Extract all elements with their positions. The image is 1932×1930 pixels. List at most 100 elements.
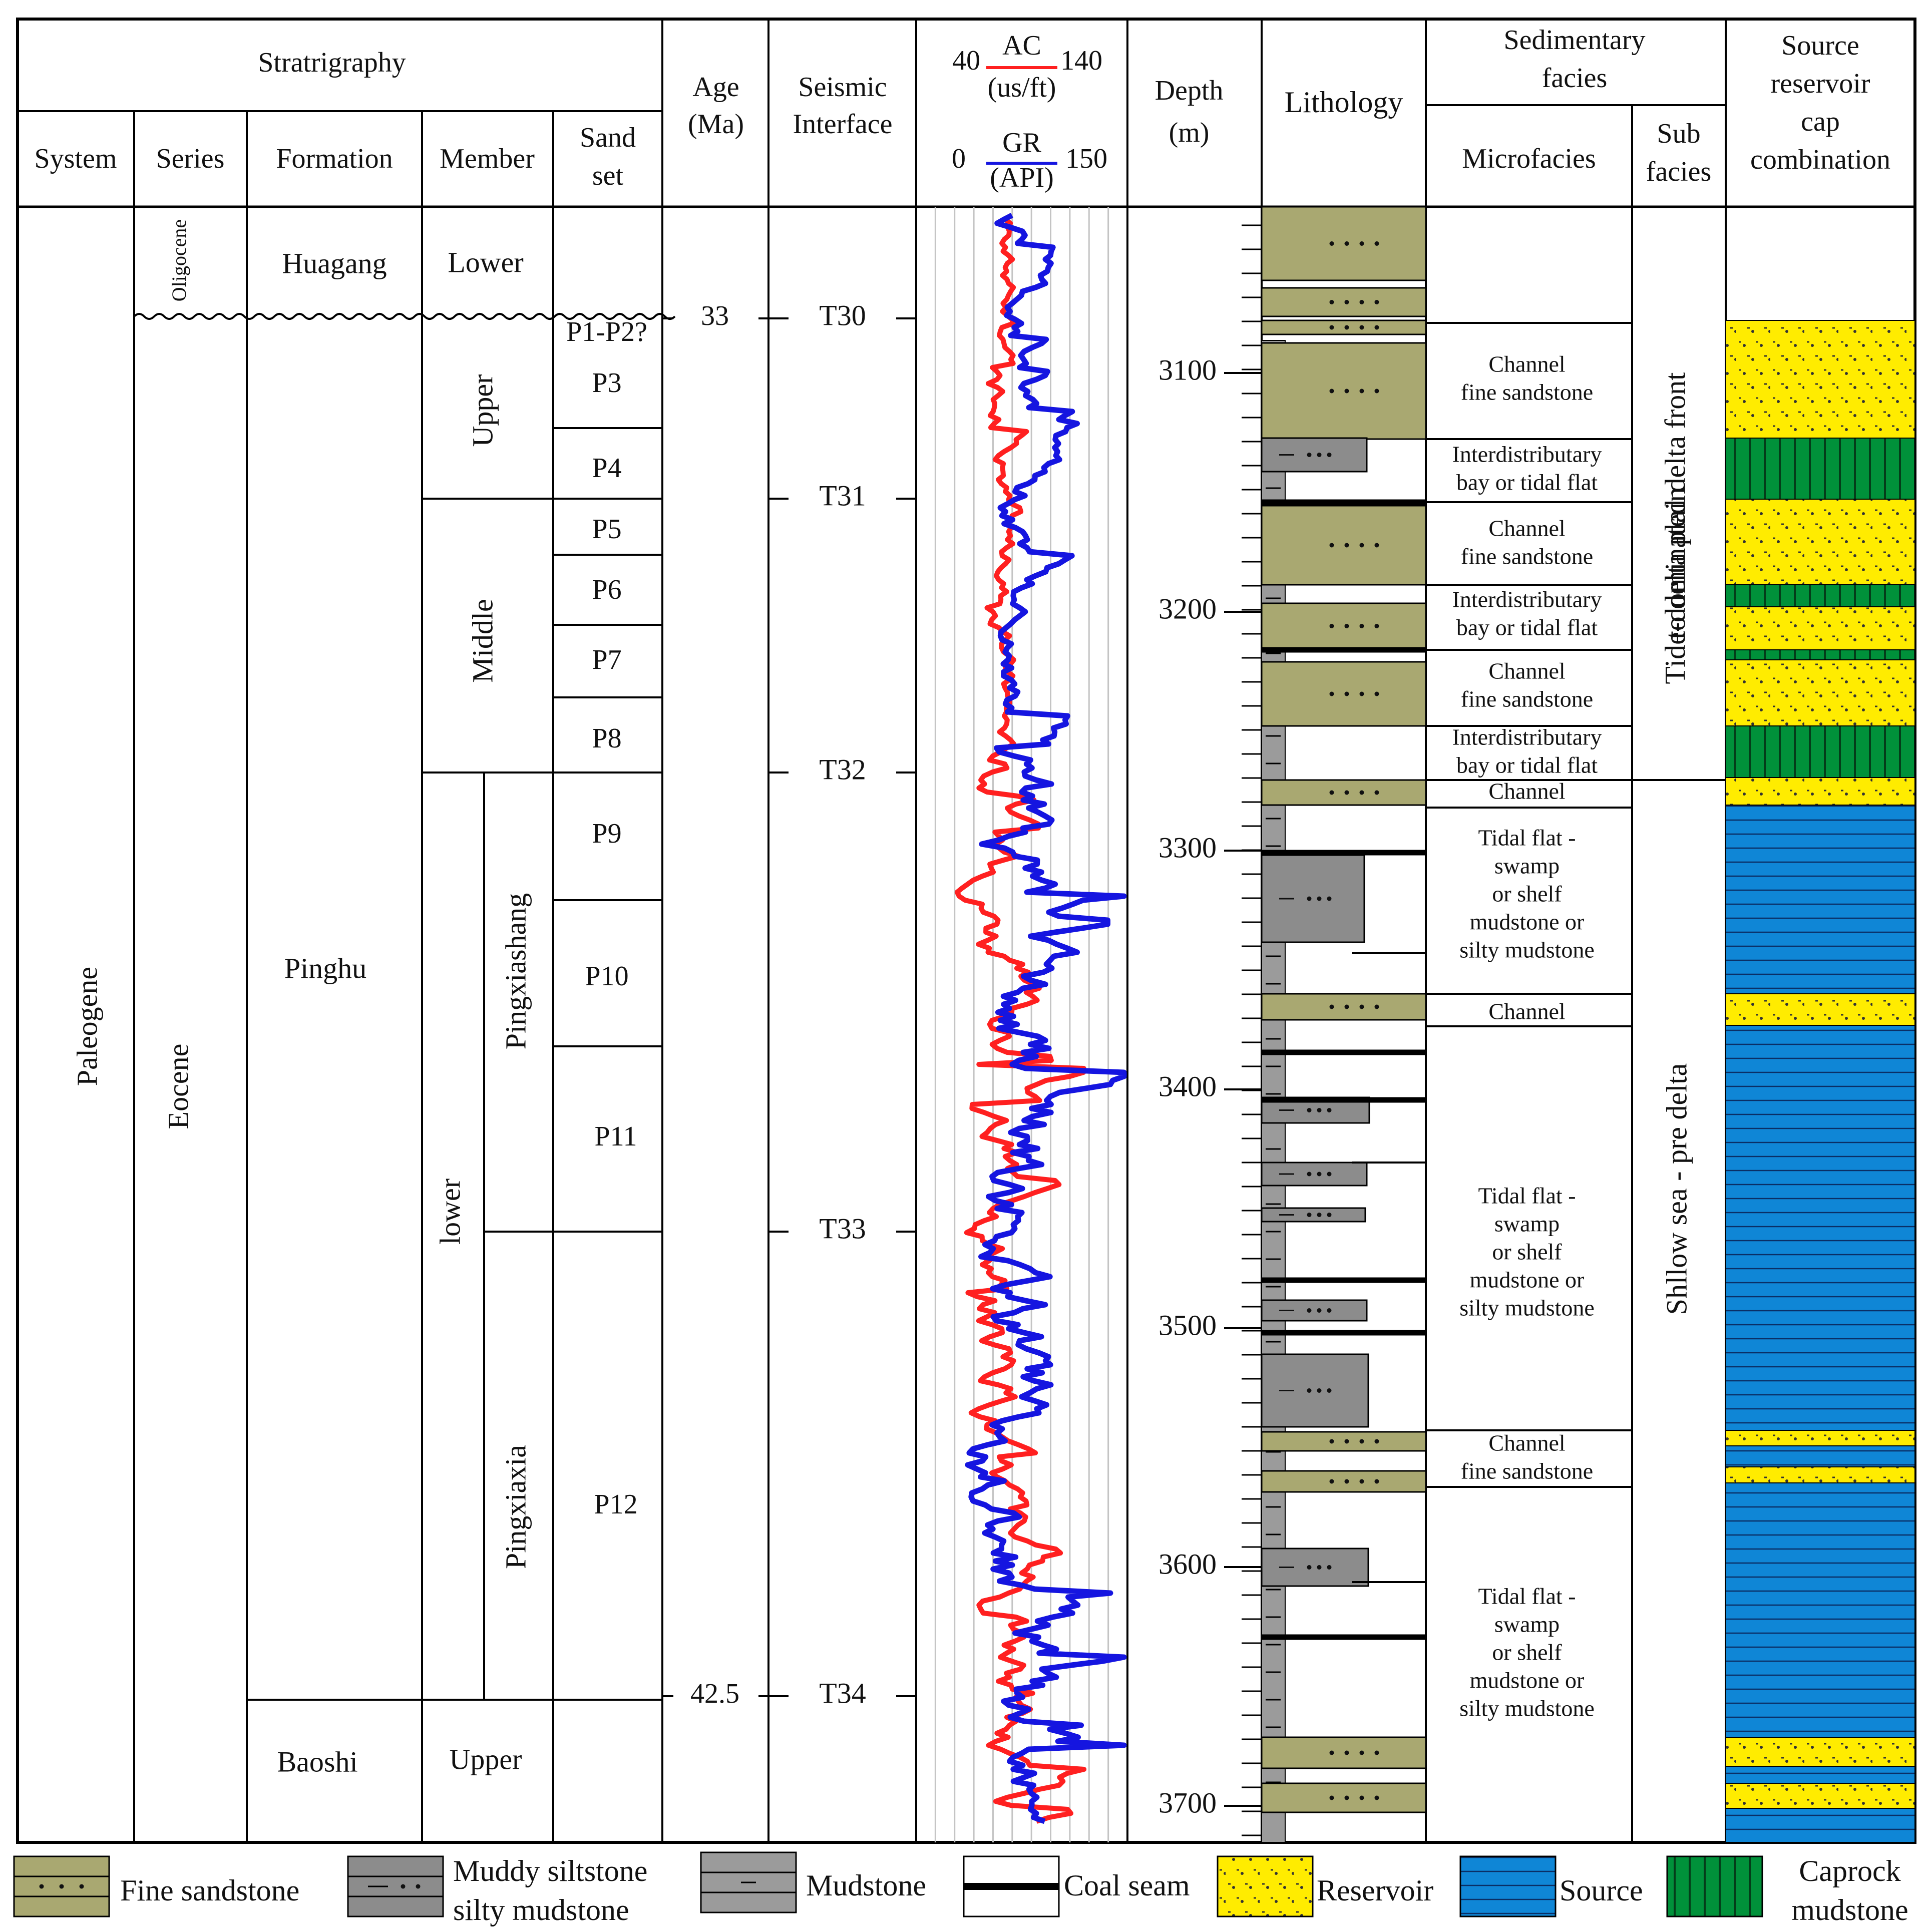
system-paleogene: Paleogene — [71, 967, 103, 1086]
depth-3500: 3500 — [1158, 1309, 1217, 1341]
header-seismic: Interface — [793, 109, 893, 140]
microfacies-12: Tidal flat - — [1478, 1584, 1576, 1609]
header-sand-set: set — [592, 160, 624, 191]
gr-curve-name: GR — [1002, 127, 1041, 158]
lithology-fine-sandstone — [1261, 993, 1427, 1021]
reservoir-interval — [1725, 659, 1915, 726]
sandstone-dot — [1359, 1750, 1364, 1755]
lithology-silt-bar — [1261, 340, 1286, 1843]
sandstone-dot — [1359, 624, 1364, 628]
sandstone-dot — [1344, 1795, 1349, 1800]
siltstone-dot — [1327, 1565, 1332, 1570]
sandstone-dot — [1374, 543, 1379, 548]
subfacies-shallow-sea: Shllow sea - pre delta — [1660, 1063, 1693, 1315]
microfacies-5: fine sandstone — [1461, 686, 1593, 712]
header-seismic: Seismic — [798, 72, 887, 103]
microfacies-8: Tidal flat - — [1478, 825, 1576, 851]
legend-muddy-siltstone-label: Muddy siltstone — [453, 1854, 647, 1887]
siltstone-dot — [1317, 896, 1322, 901]
microfacies-2: Interdistributary — [1452, 442, 1602, 467]
submember-pingxiashang: Pingxiashang — [499, 893, 532, 1050]
ac-curve-name: AC — [1002, 30, 1041, 61]
header-depth: Depth — [1155, 75, 1224, 106]
microfacies-3: Channel — [1488, 516, 1565, 541]
lithology-fine-sandstone — [1261, 319, 1427, 335]
lithology-fine-sandstone — [1261, 287, 1427, 317]
lithology-fine-sandstone — [1261, 206, 1427, 281]
reservoir-interval — [1725, 1466, 1915, 1483]
source-interval — [1725, 1025, 1915, 1431]
header-lithology: Lithology — [1285, 86, 1403, 119]
gr-log-curve — [965, 213, 1127, 1824]
legend-swatch-dot — [401, 1884, 406, 1889]
lithology-muddy-siltstone — [1261, 854, 1365, 943]
reservoir-interval — [1725, 777, 1915, 806]
header-series: Series — [156, 143, 225, 174]
microfacies-4: bay or tidal flat — [1456, 615, 1598, 640]
legend-caprock-label: mudstone — [1791, 1893, 1908, 1926]
source-interval — [1725, 1766, 1915, 1784]
siltstone-dot — [1307, 1308, 1312, 1313]
siltstone-dot — [1317, 1213, 1322, 1217]
caprock-interval — [1725, 584, 1915, 607]
lithology-fine-sandstone — [1261, 342, 1427, 440]
reservoir-interval — [1725, 499, 1915, 585]
member-middle: Middle — [466, 599, 499, 683]
formation-baoshi: Baoshi — [277, 1745, 357, 1778]
sandstone-dot — [1359, 691, 1364, 696]
lithology-fine-sandstone — [1261, 1470, 1427, 1493]
sandstone-dot — [1329, 1750, 1334, 1755]
microfacies-10: swamp — [1494, 1211, 1560, 1237]
seismic-interface-T30: T30 — [819, 299, 866, 331]
microfacies-3: fine sandstone — [1461, 544, 1593, 569]
seismic-interface-T33: T33 — [819, 1212, 866, 1245]
sandstone-dot — [1359, 1439, 1364, 1444]
sandstone-dot — [1359, 543, 1364, 548]
header-sedimentary-facies: facies — [1542, 63, 1608, 94]
lithology-muddy-siltstone — [1261, 437, 1368, 473]
siltstone-dot — [1307, 1388, 1312, 1393]
header-subfacies: facies — [1646, 156, 1712, 187]
sandstone-dot — [1344, 790, 1349, 795]
age-33: 33 — [701, 300, 729, 331]
sand-set-P5: P5 — [592, 514, 621, 545]
sand-set-P11: P11 — [594, 1121, 637, 1152]
legend-source-label: Source — [1560, 1874, 1643, 1907]
sandstone-dot — [1374, 325, 1379, 330]
sandstone-dot — [1374, 624, 1379, 628]
reservoir-interval — [1725, 1737, 1915, 1767]
lithology-fine-sandstone — [1261, 505, 1427, 586]
header-sand-set: Sand — [580, 122, 636, 153]
siltstone-dot — [1307, 1172, 1312, 1177]
microfacies-12: or shelf — [1492, 1640, 1562, 1665]
sand-set-P6: P6 — [592, 574, 621, 605]
microfacies-4: Interdistributary — [1452, 587, 1602, 612]
sand-set-P9: P9 — [592, 818, 621, 849]
ac-unit: (us/ft) — [988, 72, 1056, 103]
sandstone-dot — [1329, 325, 1334, 330]
sandstone-dot — [1374, 1750, 1379, 1755]
sandstone-dot — [1359, 325, 1364, 330]
lithology-muddy-siltstone — [1261, 1207, 1366, 1223]
depth-3600: 3600 — [1158, 1548, 1217, 1580]
sandstone-dot — [1329, 543, 1334, 548]
sandstone-dot — [1374, 389, 1379, 394]
gr-scale-min: 0 — [952, 143, 966, 174]
reservoir-interval — [1725, 1430, 1915, 1446]
header-age: Age — [692, 72, 739, 103]
siltstone-dot — [1317, 1172, 1322, 1177]
header-source-reservoir-cap: reservoir — [1770, 68, 1870, 99]
sandstone-dot — [1359, 790, 1364, 795]
sandstone-dot — [1329, 1004, 1334, 1009]
sandstone-dot — [1374, 300, 1379, 304]
sandstone-dot — [1329, 1479, 1334, 1484]
header-sedimentary-facies: Sedimentary — [1503, 25, 1645, 56]
header-subfacies: Sub — [1657, 118, 1700, 149]
microfacies-11: fine sandstone — [1461, 1458, 1593, 1484]
sandstone-dot — [1359, 1004, 1364, 1009]
reservoir-interval — [1725, 606, 1915, 650]
member-lower-huagang: Lower — [448, 246, 523, 278]
diagram-frame — [16, 18, 1916, 1844]
microfacies-8: silty mudstone — [1459, 937, 1595, 963]
